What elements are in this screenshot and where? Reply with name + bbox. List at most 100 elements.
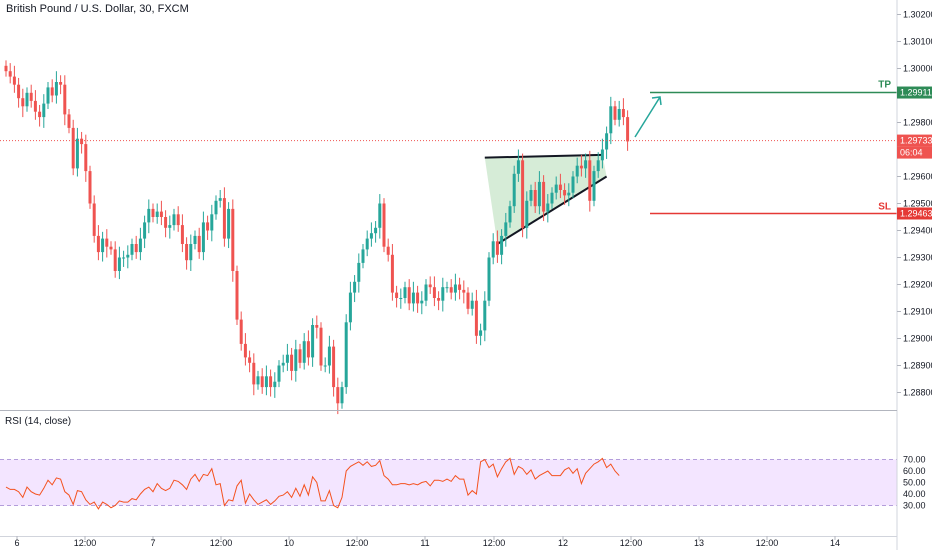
candle-body <box>441 287 445 301</box>
candle-body <box>193 235 197 244</box>
candle-body <box>403 287 407 298</box>
candle-body <box>626 117 630 142</box>
candle-body <box>147 208 151 223</box>
candle-body <box>311 325 315 358</box>
sl-price-tag-bg <box>897 207 932 220</box>
candle-body <box>138 238 142 253</box>
y-tick-label: 1.29400 <box>903 226 932 236</box>
candle-body <box>67 114 71 128</box>
candle-body <box>33 100 37 112</box>
candle-body <box>579 165 583 169</box>
rsi-title: RSI (14, close) <box>5 416 72 427</box>
candle-body <box>407 287 411 304</box>
x-tick-label: 10 <box>284 538 294 548</box>
candle-body <box>495 241 499 255</box>
triangle-top-line <box>484 153 603 159</box>
candle-body <box>117 257 121 271</box>
candle-body <box>260 376 264 388</box>
candle-body <box>327 346 331 366</box>
candle-body <box>537 181 541 207</box>
x-tick-label: 7 <box>150 538 155 548</box>
candle-body <box>516 160 520 174</box>
candle-body <box>189 244 193 261</box>
candle-body <box>521 160 525 228</box>
candle-body <box>474 300 478 336</box>
x-tick-label: 12:00 <box>483 538 506 548</box>
tp-label: TP <box>878 80 891 91</box>
candle-body <box>369 233 373 239</box>
x-tick-label: 12:00 <box>210 538 233 548</box>
candle-body <box>546 203 550 212</box>
candle-body <box>185 244 189 261</box>
candle-body <box>218 198 222 201</box>
candle-body <box>231 208 235 271</box>
candle-body <box>353 281 357 293</box>
x-tick-label: 12:00 <box>620 538 643 548</box>
candle-body <box>285 354 289 363</box>
candle-body <box>134 244 138 253</box>
y-tick-label: 1.29600 <box>903 172 932 182</box>
candle-body <box>588 160 592 201</box>
candle-body <box>508 206 512 223</box>
rsi-tick-label: 50.00 <box>903 478 926 488</box>
candle-body <box>201 222 205 253</box>
candle-body <box>332 346 336 388</box>
sl-label: SL <box>878 201 891 212</box>
candle-body <box>512 173 516 207</box>
candle-body <box>239 319 243 344</box>
candle-body <box>54 82 58 96</box>
candle-body <box>365 238 369 250</box>
candle-body <box>596 160 600 172</box>
candle-body <box>336 387 340 404</box>
candle-body <box>4 65 8 72</box>
candle-body <box>432 287 436 298</box>
tp-price-tag-bg <box>897 86 932 99</box>
candle-body <box>96 235 100 253</box>
tp-price-tag: 1.29911 <box>900 88 932 98</box>
candle-body <box>462 289 466 293</box>
candle-body <box>143 222 147 239</box>
candle-body <box>315 325 319 328</box>
candle-body <box>206 222 210 231</box>
y-tick-label: 1.28900 <box>903 361 932 371</box>
x-tick-label: 14 <box>830 538 840 548</box>
candle-body <box>12 76 16 85</box>
candle-body <box>113 249 117 271</box>
candle-body <box>168 225 172 228</box>
candle-body <box>529 190 533 201</box>
candle-body <box>558 184 562 190</box>
candle-body <box>63 84 67 115</box>
y-tick-label: 1.28800 <box>903 388 932 398</box>
candle-body <box>214 200 218 215</box>
candle-body <box>151 208 155 217</box>
candle-body <box>445 287 449 289</box>
candle-body <box>8 71 12 77</box>
candle-body <box>130 244 134 255</box>
candle-body <box>424 284 428 301</box>
candle-body <box>613 106 617 120</box>
rsi-tick-label: 60.00 <box>903 466 926 476</box>
candle-body <box>617 109 621 120</box>
x-tick-label: 13 <box>694 538 704 548</box>
candle-body <box>483 300 487 331</box>
candle-body <box>420 300 424 304</box>
price-tags: TP SL 1.29911 1.29733 06:04 1.29463 <box>878 80 932 220</box>
candle-body <box>210 214 214 231</box>
candle-body <box>357 262 361 282</box>
rsi-line <box>5 457 620 510</box>
rsi-tick-label: 70.00 <box>903 455 926 465</box>
candle-body <box>428 284 432 288</box>
candle-body <box>180 225 184 244</box>
candle-body <box>621 109 625 118</box>
candle-body <box>386 246 390 255</box>
countdown-tag: 06:04 <box>900 148 923 158</box>
candle-body <box>105 238 109 247</box>
target-arrow-head <box>651 96 662 106</box>
y-tick-label: 1.29100 <box>903 307 932 317</box>
candle-body <box>252 362 256 385</box>
target-arrow-shaft <box>634 96 661 138</box>
candle-body <box>319 327 323 366</box>
